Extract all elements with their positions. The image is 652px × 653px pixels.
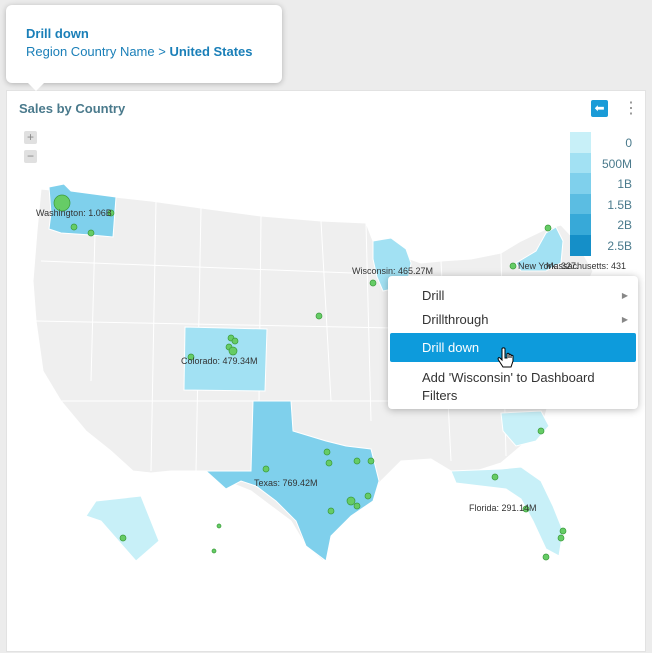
context-menu: Drill ▶ Drillthrough ▶ Drill down Add 'W… bbox=[388, 276, 638, 409]
menu-item-drill-down[interactable]: Drill down bbox=[390, 333, 636, 362]
zoom-in-button[interactable]: + bbox=[24, 131, 37, 144]
legend-swatch bbox=[570, 152, 591, 174]
caret-right-icon: ▶ bbox=[621, 291, 628, 300]
drill-tooltip: Drill down Region Country Name > United … bbox=[6, 5, 282, 91]
legend-swatch bbox=[570, 193, 591, 215]
label-new-york: New York: 327. bbox=[518, 261, 579, 271]
legend-label: 1.5B bbox=[607, 197, 632, 212]
menu-item-drillthrough-label: Drillthrough bbox=[422, 312, 489, 327]
color-legend: 0 500M 1B 1.5B 2B 2.5B bbox=[570, 132, 640, 256]
tooltip-path-value: United States bbox=[169, 44, 253, 59]
tooltip-path: Region Country Name > United States bbox=[26, 44, 253, 59]
menu-item-drill-label: Drill bbox=[422, 288, 445, 303]
legend-label: 0 bbox=[625, 136, 632, 150]
label-washington: Washington: 1.06B bbox=[36, 208, 112, 218]
kebab-menu-icon[interactable]: ⋮ bbox=[623, 100, 639, 117]
legend-item: 1B bbox=[570, 173, 640, 194]
label-texas: Texas: 769.42M bbox=[254, 478, 318, 488]
panel-title: Sales by Country bbox=[19, 101, 126, 116]
label-wisconsin: Wisconsin: 465.27M bbox=[352, 266, 433, 276]
label-massachusetts: Massachusetts: 431 bbox=[546, 261, 626, 271]
legend-item: 1.5B bbox=[570, 193, 640, 215]
caret-right-icon: ▶ bbox=[621, 315, 628, 324]
state-florida[interactable] bbox=[450, 466, 564, 557]
menu-item-drill[interactable]: Drill ▶ bbox=[390, 286, 636, 306]
tooltip-path-prefix: Region Country Name > bbox=[26, 44, 170, 59]
legend-item: 0 bbox=[570, 132, 640, 153]
label-colorado: Colorado: 479.34M bbox=[181, 356, 258, 366]
state-colorado[interactable] bbox=[183, 326, 268, 392]
legend-label: 2B bbox=[617, 218, 632, 233]
menu-item-add-filter-label: Add 'Wisconsin' to Dashboard Filters bbox=[422, 370, 595, 403]
legend-label: 1B bbox=[617, 177, 632, 192]
state-texas[interactable] bbox=[204, 400, 380, 562]
legend-swatch bbox=[570, 234, 591, 256]
legend-label: 2.5B bbox=[607, 238, 632, 253]
menu-item-drillthrough[interactable]: Drillthrough ▶ bbox=[390, 310, 636, 330]
state-arizona[interactable] bbox=[85, 495, 160, 562]
legend-swatch bbox=[570, 132, 591, 153]
state-new-york[interactable] bbox=[515, 226, 564, 272]
legend-label: 500M bbox=[601, 156, 632, 171]
legend-item: 2B bbox=[570, 214, 640, 235]
legend-item: 2.5B bbox=[570, 234, 640, 256]
menu-item-drill-down-label: Drill down bbox=[422, 340, 480, 355]
legend-swatch bbox=[570, 214, 591, 235]
hand-pointer-icon bbox=[497, 347, 514, 368]
legend-item: 500M bbox=[570, 152, 640, 174]
menu-item-add-filter[interactable]: Add 'Wisconsin' to Dashboard Filters bbox=[390, 369, 636, 405]
zoom-out-button[interactable]: − bbox=[24, 150, 37, 163]
tooltip-title: Drill down bbox=[26, 26, 89, 41]
arrow-left-icon[interactable]: ⬅ bbox=[591, 100, 608, 117]
label-florida: Florida: 291.14M bbox=[469, 503, 537, 513]
legend-swatch bbox=[570, 173, 591, 194]
state-south-carolina[interactable] bbox=[500, 410, 550, 447]
